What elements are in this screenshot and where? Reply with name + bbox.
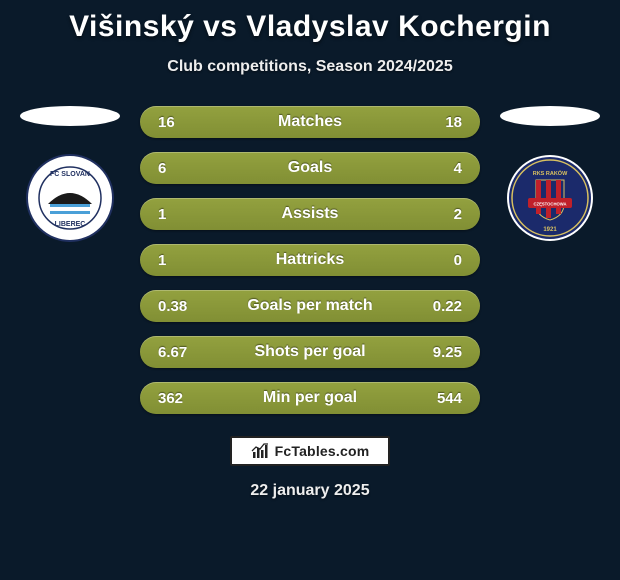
comparison-date: 22 january 2025 bbox=[0, 482, 620, 500]
stat-right-value: 2 bbox=[454, 206, 462, 223]
stat-label: Min per goal bbox=[140, 389, 480, 407]
left-player-column: FC SLOVAN LIBEREC bbox=[20, 106, 120, 242]
stat-row: 6Goals4 bbox=[140, 152, 480, 184]
stat-left-value: 6.67 bbox=[158, 344, 187, 361]
stat-row: 362Min per goal544 bbox=[140, 382, 480, 414]
svg-text:FC SLOVAN: FC SLOVAN bbox=[50, 171, 90, 178]
svg-text:LIBEREC: LIBEREC bbox=[55, 221, 86, 228]
stat-label: Hattricks bbox=[140, 251, 480, 269]
stat-row: 6.67Shots per goal9.25 bbox=[140, 336, 480, 368]
stat-row: 0.38Goals per match0.22 bbox=[140, 290, 480, 322]
stat-right-value: 18 bbox=[445, 114, 462, 131]
right-club-crest: RKS RAKÓW CZĘSTOCHOWA 1921 bbox=[506, 154, 594, 242]
left-club-crest: FC SLOVAN LIBEREC bbox=[26, 154, 114, 242]
left-player-avatar-placeholder bbox=[20, 106, 120, 126]
right-player-avatar-placeholder bbox=[500, 106, 600, 126]
stat-row: 1Assists2 bbox=[140, 198, 480, 230]
stat-label: Shots per goal bbox=[140, 343, 480, 361]
stat-row: 16Matches18 bbox=[140, 106, 480, 138]
stat-left-value: 0.38 bbox=[158, 298, 187, 315]
stat-right-value: 9.25 bbox=[433, 344, 462, 361]
stat-right-value: 4 bbox=[454, 160, 462, 177]
rakow-crest-icon: RKS RAKÓW CZĘSTOCHOWA 1921 bbox=[506, 154, 594, 242]
stat-left-value: 1 bbox=[158, 252, 166, 269]
stat-label: Goals bbox=[140, 159, 480, 177]
slovan-liberec-crest-icon: FC SLOVAN LIBEREC bbox=[26, 154, 114, 242]
stat-row: 1Hattricks0 bbox=[140, 244, 480, 276]
comparison-main: FC SLOVAN LIBEREC 16Matches186Goals41Ass… bbox=[0, 106, 620, 414]
brand-text: FcTables.com bbox=[275, 443, 370, 459]
stats-table: 16Matches186Goals41Assists21Hattricks00.… bbox=[140, 106, 480, 414]
svg-text:CZĘSTOCHOWA: CZĘSTOCHOWA bbox=[534, 202, 567, 207]
svg-text:1921: 1921 bbox=[543, 227, 557, 233]
comparison-title: Višinský vs Vladyslav Kochergin bbox=[0, 0, 620, 44]
stat-left-value: 16 bbox=[158, 114, 175, 131]
stat-left-value: 362 bbox=[158, 390, 183, 407]
svg-text:RKS RAKÓW: RKS RAKÓW bbox=[533, 169, 568, 177]
stat-right-value: 0.22 bbox=[433, 298, 462, 315]
stat-left-value: 1 bbox=[158, 206, 166, 223]
chart-icon bbox=[251, 442, 269, 460]
stat-left-value: 6 bbox=[158, 160, 166, 177]
stat-right-value: 0 bbox=[454, 252, 462, 269]
stat-label: Goals per match bbox=[140, 297, 480, 315]
comparison-subtitle: Club competitions, Season 2024/2025 bbox=[0, 58, 620, 76]
stat-right-value: 544 bbox=[437, 390, 462, 407]
stat-label: Matches bbox=[140, 113, 480, 131]
stat-label: Assists bbox=[140, 205, 480, 223]
brand-badge: FcTables.com bbox=[230, 436, 390, 466]
right-player-column: RKS RAKÓW CZĘSTOCHOWA 1921 bbox=[500, 106, 600, 242]
